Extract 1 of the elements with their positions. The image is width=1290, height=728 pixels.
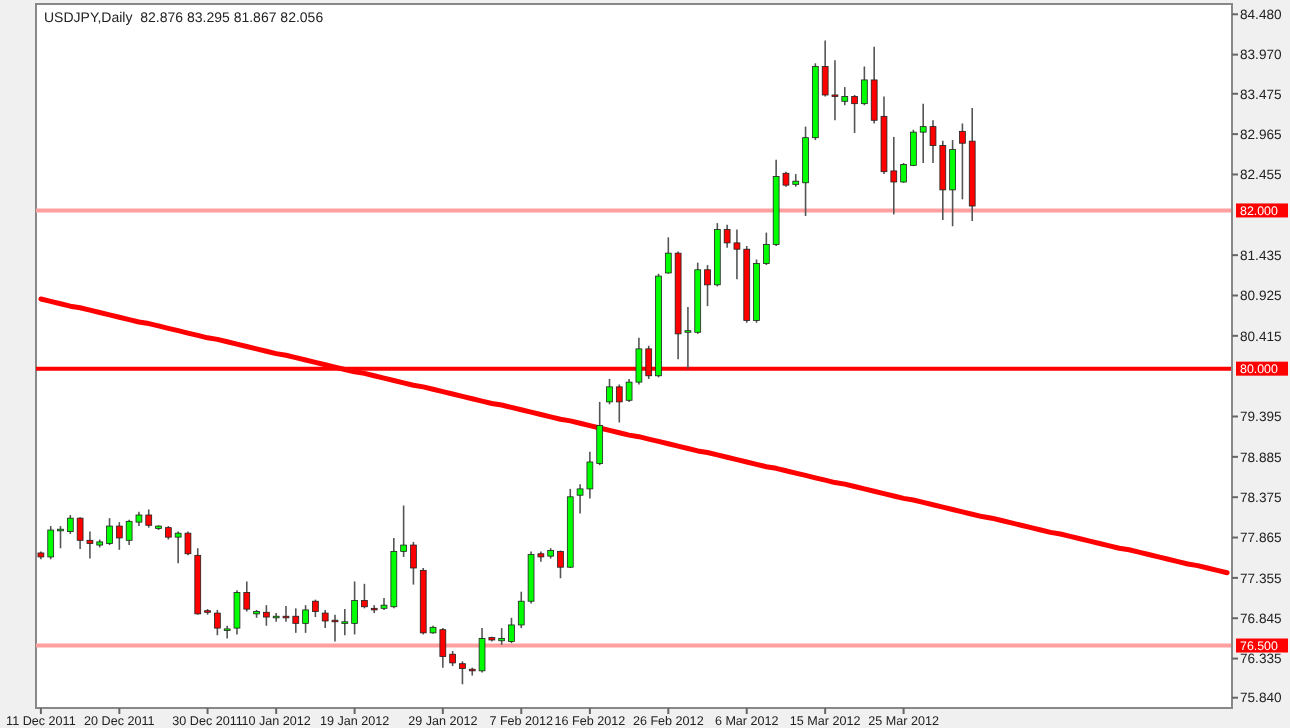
line-series — [38, 296, 1230, 576]
